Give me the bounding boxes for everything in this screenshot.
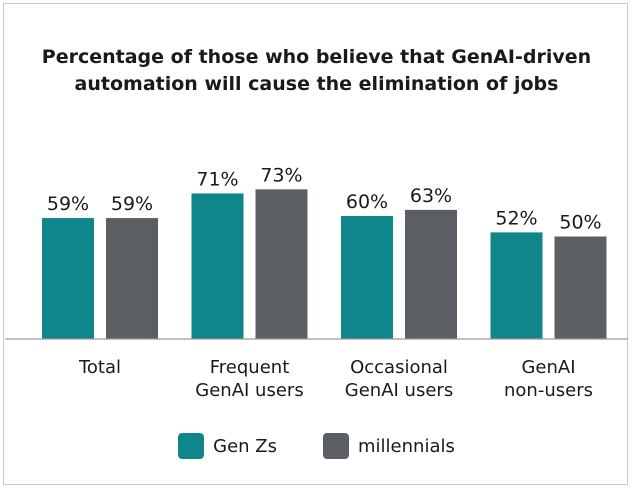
bar-millennials-2 [405, 209, 457, 339]
bar-gen-zs-1 [191, 193, 244, 339]
bar-gen-zs-0 [42, 218, 94, 339]
data-label-gen-zs-1: 71% [196, 168, 238, 190]
data-label-millennials-3: 50% [559, 212, 601, 234]
category-label-2: Occasional GenAI users [345, 357, 453, 401]
data-label-millennials-2: 63% [410, 185, 452, 207]
bar-gen-zs-2 [341, 216, 393, 339]
data-label-millennials-1: 73% [260, 164, 302, 186]
chart-title-line-1: Percentage of those who believe that Gen… [41, 46, 592, 68]
chart-title-line-2: automation will cause the elimination of… [74, 73, 559, 95]
data-label-gen-zs-3: 52% [495, 207, 537, 229]
legend-label-gen-zs: Gen Zs [213, 435, 278, 457]
category-label-3: GenAI non-users [504, 357, 593, 401]
bar-millennials-1 [255, 189, 308, 339]
legend-swatch-gen-zs [178, 433, 205, 459]
legend-item-gen-zs: Gen Zs [178, 433, 277, 459]
bar-millennials-0 [106, 218, 158, 339]
data-label-gen-zs-0: 59% [47, 193, 89, 215]
data-label-millennials-0: 59% [111, 193, 153, 215]
chart-legend: Gen Zs millennials [0, 429, 633, 463]
data-label-gen-zs-2: 60% [346, 191, 388, 213]
category-label-0: Total [78, 357, 121, 378]
bar-millennials-3 [554, 236, 607, 339]
category-label-1: Frequent GenAI users [195, 357, 303, 401]
bar-gen-zs-3 [490, 232, 543, 339]
legend-item-millennials: millennials [323, 433, 455, 459]
legend-label-millennials: millennials [358, 435, 455, 457]
chart-title: Percentage of those who believe that Gen… [0, 44, 633, 98]
legend-swatch-millennials [323, 433, 350, 459]
